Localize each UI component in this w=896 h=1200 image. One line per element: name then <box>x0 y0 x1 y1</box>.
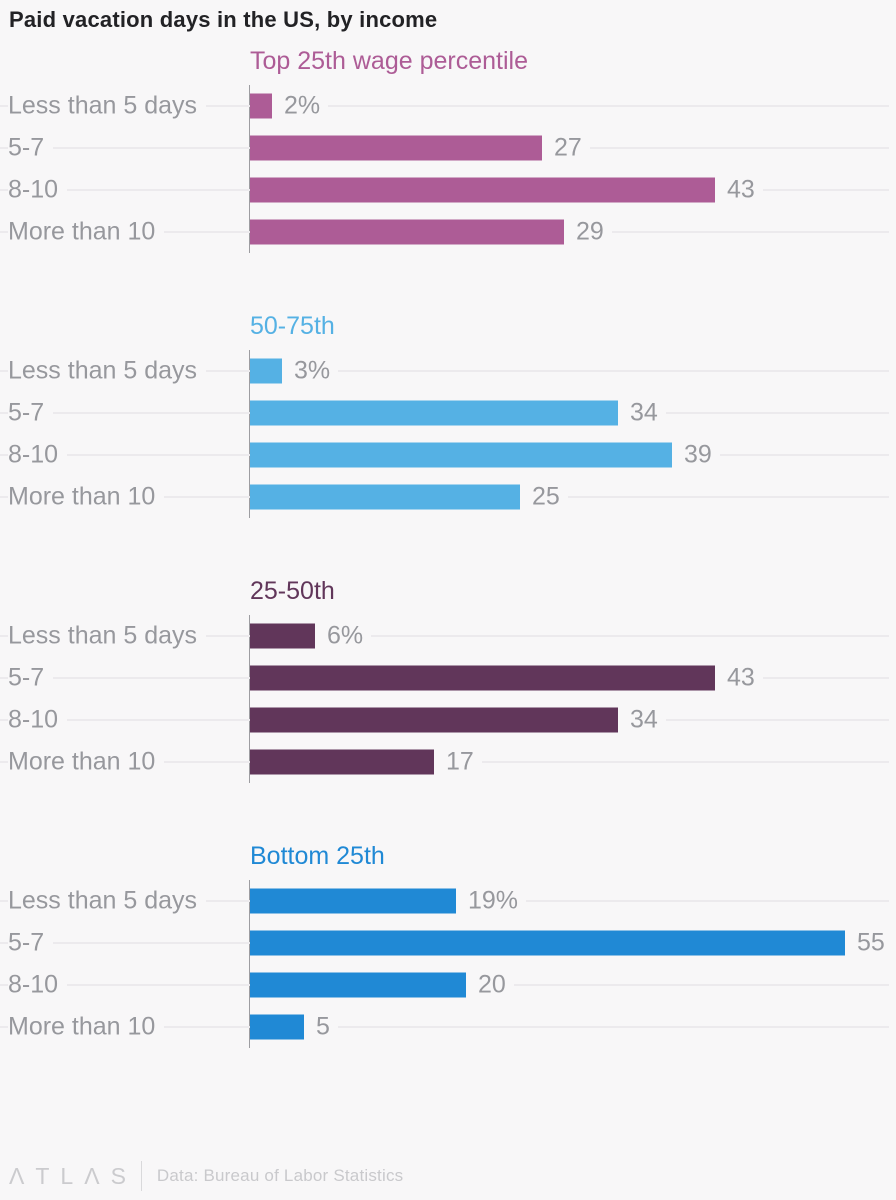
y-axis-line <box>249 350 250 518</box>
y-axis-line <box>249 880 250 1048</box>
bar <box>250 358 282 384</box>
category-label: 8-10 <box>8 175 68 205</box>
category-label: Less than 5 days <box>8 91 207 121</box>
data-source-credit: Data: Bureau of Labor Statistics <box>156 1166 404 1185</box>
bar <box>250 177 715 203</box>
value-label: 5 <box>304 1012 338 1042</box>
category-label: 5-7 <box>8 663 54 693</box>
category-label: More than 10 <box>8 482 165 512</box>
value-label: 2% <box>272 91 329 121</box>
bar <box>250 1014 304 1040</box>
bar <box>250 442 672 468</box>
value-label: 6% <box>315 621 372 651</box>
footer-divider-line <box>140 1161 142 1191</box>
panel-title-50-75th: 50-75th <box>250 312 335 340</box>
value-label: 17 <box>434 747 482 777</box>
value-label: 20 <box>466 970 514 1000</box>
panel-top-25th-wage-percentile: Top 25th wage percentile Less than 5 days… <box>0 47 896 253</box>
bar <box>250 135 542 161</box>
category-label: 5-7 <box>8 133 54 163</box>
gridline <box>0 1026 889 1028</box>
bar-row: 5-7 43 <box>0 657 896 699</box>
panel-50-75th: 50-75th Less than 5 days 3% 5-7 34 8-10 39 More… <box>0 312 896 518</box>
value-label: 34 <box>618 705 666 735</box>
bar <box>250 219 564 245</box>
value-label: 27 <box>542 133 590 163</box>
value-label: 43 <box>715 663 763 693</box>
bar <box>250 484 520 510</box>
bar <box>250 888 456 914</box>
gridline <box>0 370 889 372</box>
category-label: 8-10 <box>8 970 68 1000</box>
category-label: 5-7 <box>8 928 54 958</box>
footer: ΛTLΛS Data: Bureau of Labor Statistics <box>9 1161 403 1191</box>
bar-row: More than 10 29 <box>0 211 896 253</box>
atlas-logo: ΛTLΛS <box>9 1162 137 1189</box>
bar-row: More than 10 5 <box>0 1006 896 1048</box>
bar <box>250 707 618 733</box>
gridline <box>0 635 889 637</box>
panel-title-25-50th: 25-50th <box>250 577 335 605</box>
category-label: More than 10 <box>8 217 165 247</box>
bar <box>250 623 315 649</box>
value-label: 29 <box>564 217 612 247</box>
category-label: Less than 5 days <box>8 886 207 916</box>
category-label: 8-10 <box>8 440 68 470</box>
category-label: 8-10 <box>8 705 68 735</box>
bar-row: 8-10 20 <box>0 964 896 1006</box>
category-label: Less than 5 days <box>8 356 207 386</box>
bar-row: Less than 5 days 19% <box>0 880 896 922</box>
y-axis-line <box>249 85 250 253</box>
value-label: 43 <box>715 175 763 205</box>
gridline <box>0 105 889 107</box>
bar-row: More than 10 25 <box>0 476 896 518</box>
bar <box>250 665 715 691</box>
bar-row: Less than 5 days 6% <box>0 615 896 657</box>
bar <box>250 749 434 775</box>
panel-bottom-25th: Bottom 25th Less than 5 days 19% 5-7 55 8-10 2… <box>0 842 896 1048</box>
bar-row: 5-7 55 <box>0 922 896 964</box>
y-axis-line <box>249 615 250 783</box>
bar-row: 8-10 39 <box>0 434 896 476</box>
bar-row: 5-7 34 <box>0 392 896 434</box>
chart-title: Paid vacation days in the US, by income <box>9 7 438 32</box>
bar <box>250 972 466 998</box>
category-label: 5-7 <box>8 398 54 428</box>
bar-row: 5-7 27 <box>0 127 896 169</box>
category-label: More than 10 <box>8 747 165 777</box>
bar-row: Less than 5 days 3% <box>0 350 896 392</box>
bar-row: Less than 5 days 2% <box>0 85 896 127</box>
category-label: More than 10 <box>8 1012 165 1042</box>
panel-title-top-25th-wage-percentile: Top 25th wage percentile <box>250 47 528 75</box>
value-label: 25 <box>520 482 568 512</box>
bar-row: 8-10 34 <box>0 699 896 741</box>
category-label: Less than 5 days <box>8 621 207 651</box>
panel-title-bottom-25th: Bottom 25th <box>250 842 385 870</box>
bar <box>250 93 272 119</box>
bar-row: More than 10 17 <box>0 741 896 783</box>
value-label: 39 <box>672 440 720 470</box>
panel-25-50th: 25-50th Less than 5 days 6% 5-7 43 8-10 34 More… <box>0 577 896 783</box>
value-label: 55 <box>845 928 893 958</box>
value-label: 34 <box>618 398 666 428</box>
bar <box>250 930 845 956</box>
value-label: 3% <box>282 356 339 386</box>
value-label: 19% <box>456 886 527 916</box>
bar-row: 8-10 43 <box>0 169 896 211</box>
bar <box>250 400 618 426</box>
